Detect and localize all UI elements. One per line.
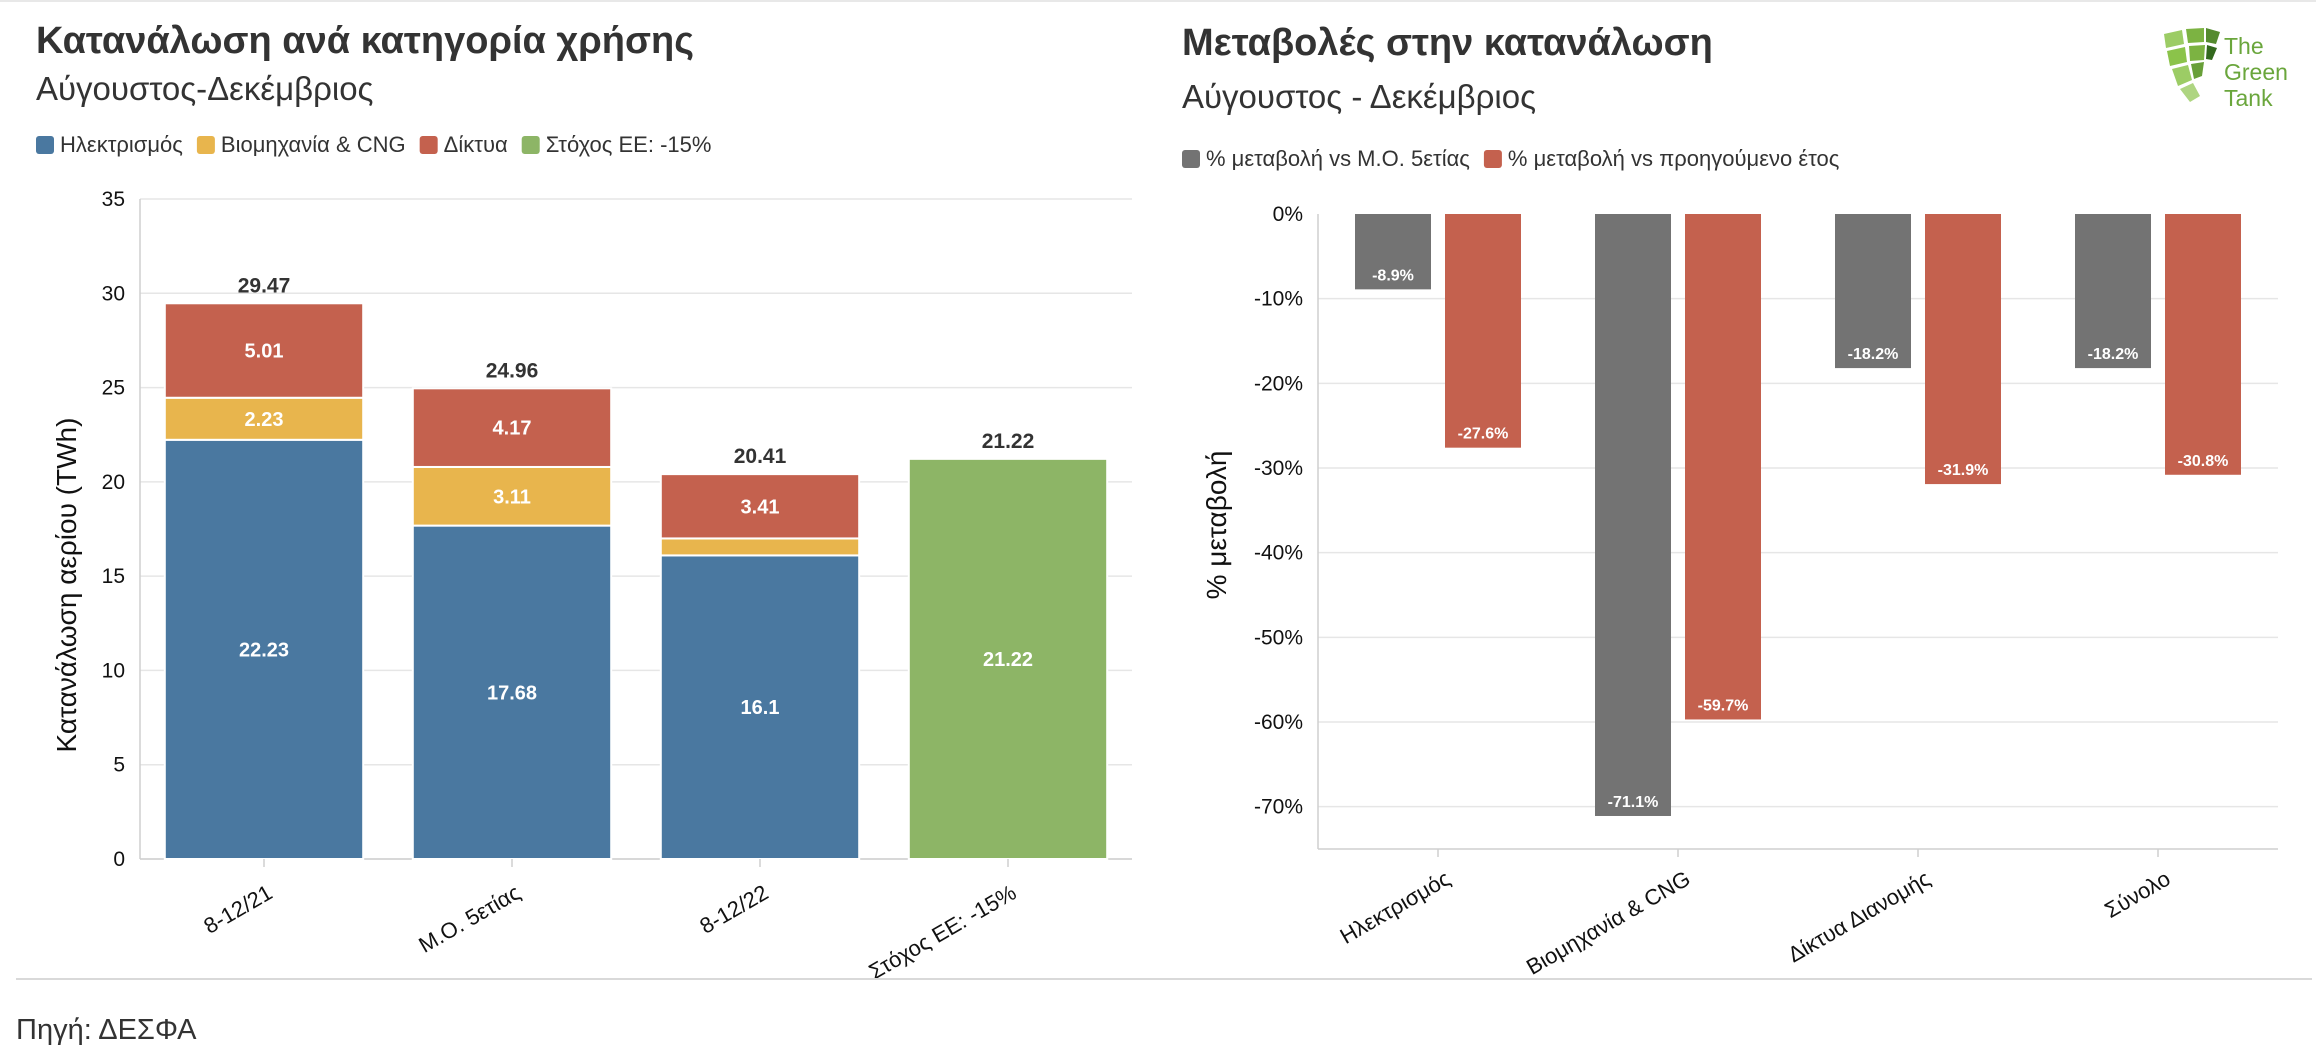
bar-value-label: 3.11	[493, 486, 531, 508]
y-tick-label: 10	[102, 659, 125, 682]
bar	[1595, 214, 1671, 816]
bar-segment	[659, 554, 861, 861]
bar-segment	[659, 537, 861, 557]
y-tick-label: 30	[102, 282, 125, 305]
bar-total-label: 24.96	[486, 359, 539, 382]
bar-value-label: 21.22	[983, 649, 1033, 671]
bar-value-label: 4.17	[493, 418, 532, 440]
bar-value-label: -18.2%	[1848, 346, 1899, 363]
chart2-plot-area: 0% -10% -20% -30% -40% -50% -60% -70% -8.9% -27.6…	[1254, 203, 2278, 980]
bar-total-label: 21.22	[982, 430, 1035, 453]
legend-swatch	[1182, 150, 1200, 168]
chart1-y-axis-title: Κατανάλωση αερίου (TWh)	[51, 418, 82, 753]
legend-label: Βιομηχανία & CNG	[221, 132, 406, 157]
y-tick-label: -50%	[1254, 626, 1303, 649]
bar-segment	[907, 457, 1109, 860]
y-tick-label: 15	[102, 565, 125, 588]
chart1-subtitle: Αύγουστος-Δεκέμβριος	[36, 70, 373, 107]
bar-value-label: -31.9%	[1938, 462, 1989, 479]
bar-segment	[411, 524, 613, 860]
bar-segment	[163, 438, 365, 860]
y-tick-label: 35	[102, 188, 125, 211]
legend-swatch	[196, 136, 215, 154]
bar	[2075, 214, 2151, 369]
source-note: Πηγή: ΔΕΣΦΑ	[16, 1014, 197, 1046]
x-category-label: 8-12/22	[695, 880, 772, 939]
legend-label: % μεταβολή vs προηγούμενο έτος	[1508, 146, 1839, 171]
x-category-label: 8-12/21	[199, 880, 276, 939]
bar-segment	[411, 465, 613, 527]
bar-value-label: -30.8%	[2178, 453, 2229, 470]
bar-value-label: 16.1	[741, 697, 780, 719]
footer-divider	[16, 978, 2312, 980]
bar-segment	[163, 396, 365, 441]
bar-segment	[659, 473, 861, 540]
y-tick-label: -60%	[1254, 711, 1303, 734]
bar	[1445, 214, 1521, 448]
legend-swatch	[36, 136, 54, 154]
y-tick-label: 0	[113, 848, 125, 871]
bar-value-label: 5.01	[245, 341, 284, 363]
bar-value-label: 17.68	[487, 682, 537, 704]
logo-mark-icon	[2164, 28, 2220, 102]
bar	[1355, 214, 1431, 290]
legend-label: Δίκτυα	[444, 132, 508, 157]
bar-segment	[163, 302, 365, 399]
bar-value-label: -8.9%	[1372, 267, 1414, 284]
chart2-subtitle: Αύγουστος - Δεκέμβριος	[1182, 78, 1536, 115]
x-category-label: Στόχος ΕΕ: -15%	[864, 880, 1020, 985]
bar-value-label: -59.7%	[1698, 697, 1749, 714]
x-category-label: Δίκτυα Διανομής	[1783, 866, 1934, 968]
legend-swatch	[521, 136, 540, 154]
the-green-tank-logo: The Green Tank	[2164, 28, 2288, 111]
legend-swatch	[1483, 150, 1502, 168]
y-tick-label: 20	[102, 471, 125, 494]
chart2-title: Μεταβολές στην κατανάλωση	[1182, 22, 1713, 64]
top-border	[0, 0, 2316, 2]
x-category-label: Βιομηχανία & CNG	[1522, 866, 1695, 980]
y-tick-label: -20%	[1254, 372, 1303, 395]
y-tick-label: -40%	[1254, 542, 1303, 565]
bar-value-label: 3.41	[741, 496, 780, 518]
x-category-label: Ηλεκτρισμός	[1336, 866, 1455, 949]
legend-label: % μεταβολή vs Μ.Ο. 5ετίας	[1206, 146, 1470, 171]
chart2-legend: % μεταβολή vs Μ.Ο. 5ετίας % μεταβολή vs π…	[1182, 146, 1839, 171]
y-tick-label: -10%	[1254, 288, 1303, 311]
bar-segment	[411, 387, 613, 468]
logo-line-2: Green	[2224, 59, 2288, 85]
chart2-y-axis-title: % μεταβολή	[1201, 451, 1232, 600]
bar-value-label: 22.23	[239, 639, 289, 661]
logo-line-3: Tank	[2224, 85, 2273, 111]
bar-total-label: 29.47	[238, 274, 291, 297]
y-tick-label: -70%	[1254, 796, 1303, 819]
chart1-title: Κατανάλωση ανά κατηγορία χρήσης	[36, 20, 694, 62]
y-tick-label: 5	[113, 754, 125, 777]
bar-value-label: 2.23	[245, 409, 284, 431]
bar	[1685, 214, 1761, 720]
bar-value-label: -18.2%	[2088, 346, 2139, 363]
legend-swatch	[419, 136, 438, 154]
bar	[2165, 214, 2241, 475]
y-tick-label: 25	[102, 377, 125, 400]
chart1-plot-area: 0 5 10 15 20 25 30 35 22.23 2.23 5.01 29.47 8-12/21 1…	[102, 188, 1132, 984]
logo-line-1: The	[2224, 33, 2264, 59]
bar	[1925, 214, 2001, 485]
legend-label: Στόχος ΕΕ: -15%	[546, 132, 712, 157]
bar-value-label: -71.1%	[1608, 794, 1659, 811]
x-category-label: Σύνολο	[2100, 866, 2174, 923]
legend-label: Ηλεκτρισμός	[60, 132, 183, 157]
bar	[1835, 214, 1911, 369]
bar-value-label: -27.6%	[1458, 426, 1509, 443]
chart1-legend: Ηλεκτρισμός Βιομηχανία & CNG Δίκτυα Στόχος …	[36, 132, 711, 157]
y-tick-label: 0%	[1273, 203, 1303, 226]
x-category-label: Μ.Ο. 5ετίας	[414, 880, 524, 958]
y-tick-label: -30%	[1254, 457, 1303, 480]
bar-total-label: 20.41	[734, 445, 787, 468]
